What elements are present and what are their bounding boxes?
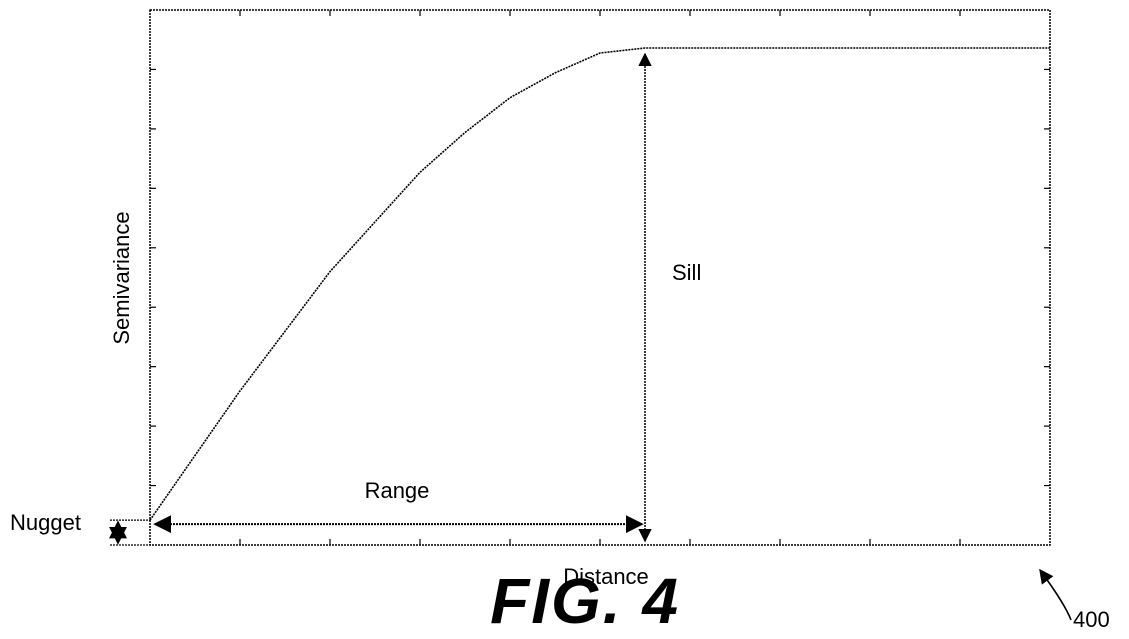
range-label: Range bbox=[365, 478, 430, 503]
semivariogram-curve bbox=[149, 47, 1050, 521]
nugget-label: Nugget bbox=[10, 510, 81, 535]
figure-reference-number: 400 bbox=[1073, 607, 1110, 632]
reference-leader-arrow bbox=[1039, 568, 1072, 621]
y-axis-label: Semivariance bbox=[109, 211, 134, 344]
plot-frame bbox=[149, 9, 1051, 546]
figure-title: FIG. 4 bbox=[490, 565, 680, 637]
x-axis-label: Distance bbox=[563, 564, 649, 589]
sill-label: Sill bbox=[672, 260, 701, 285]
axis-ticks bbox=[150, 10, 1050, 545]
